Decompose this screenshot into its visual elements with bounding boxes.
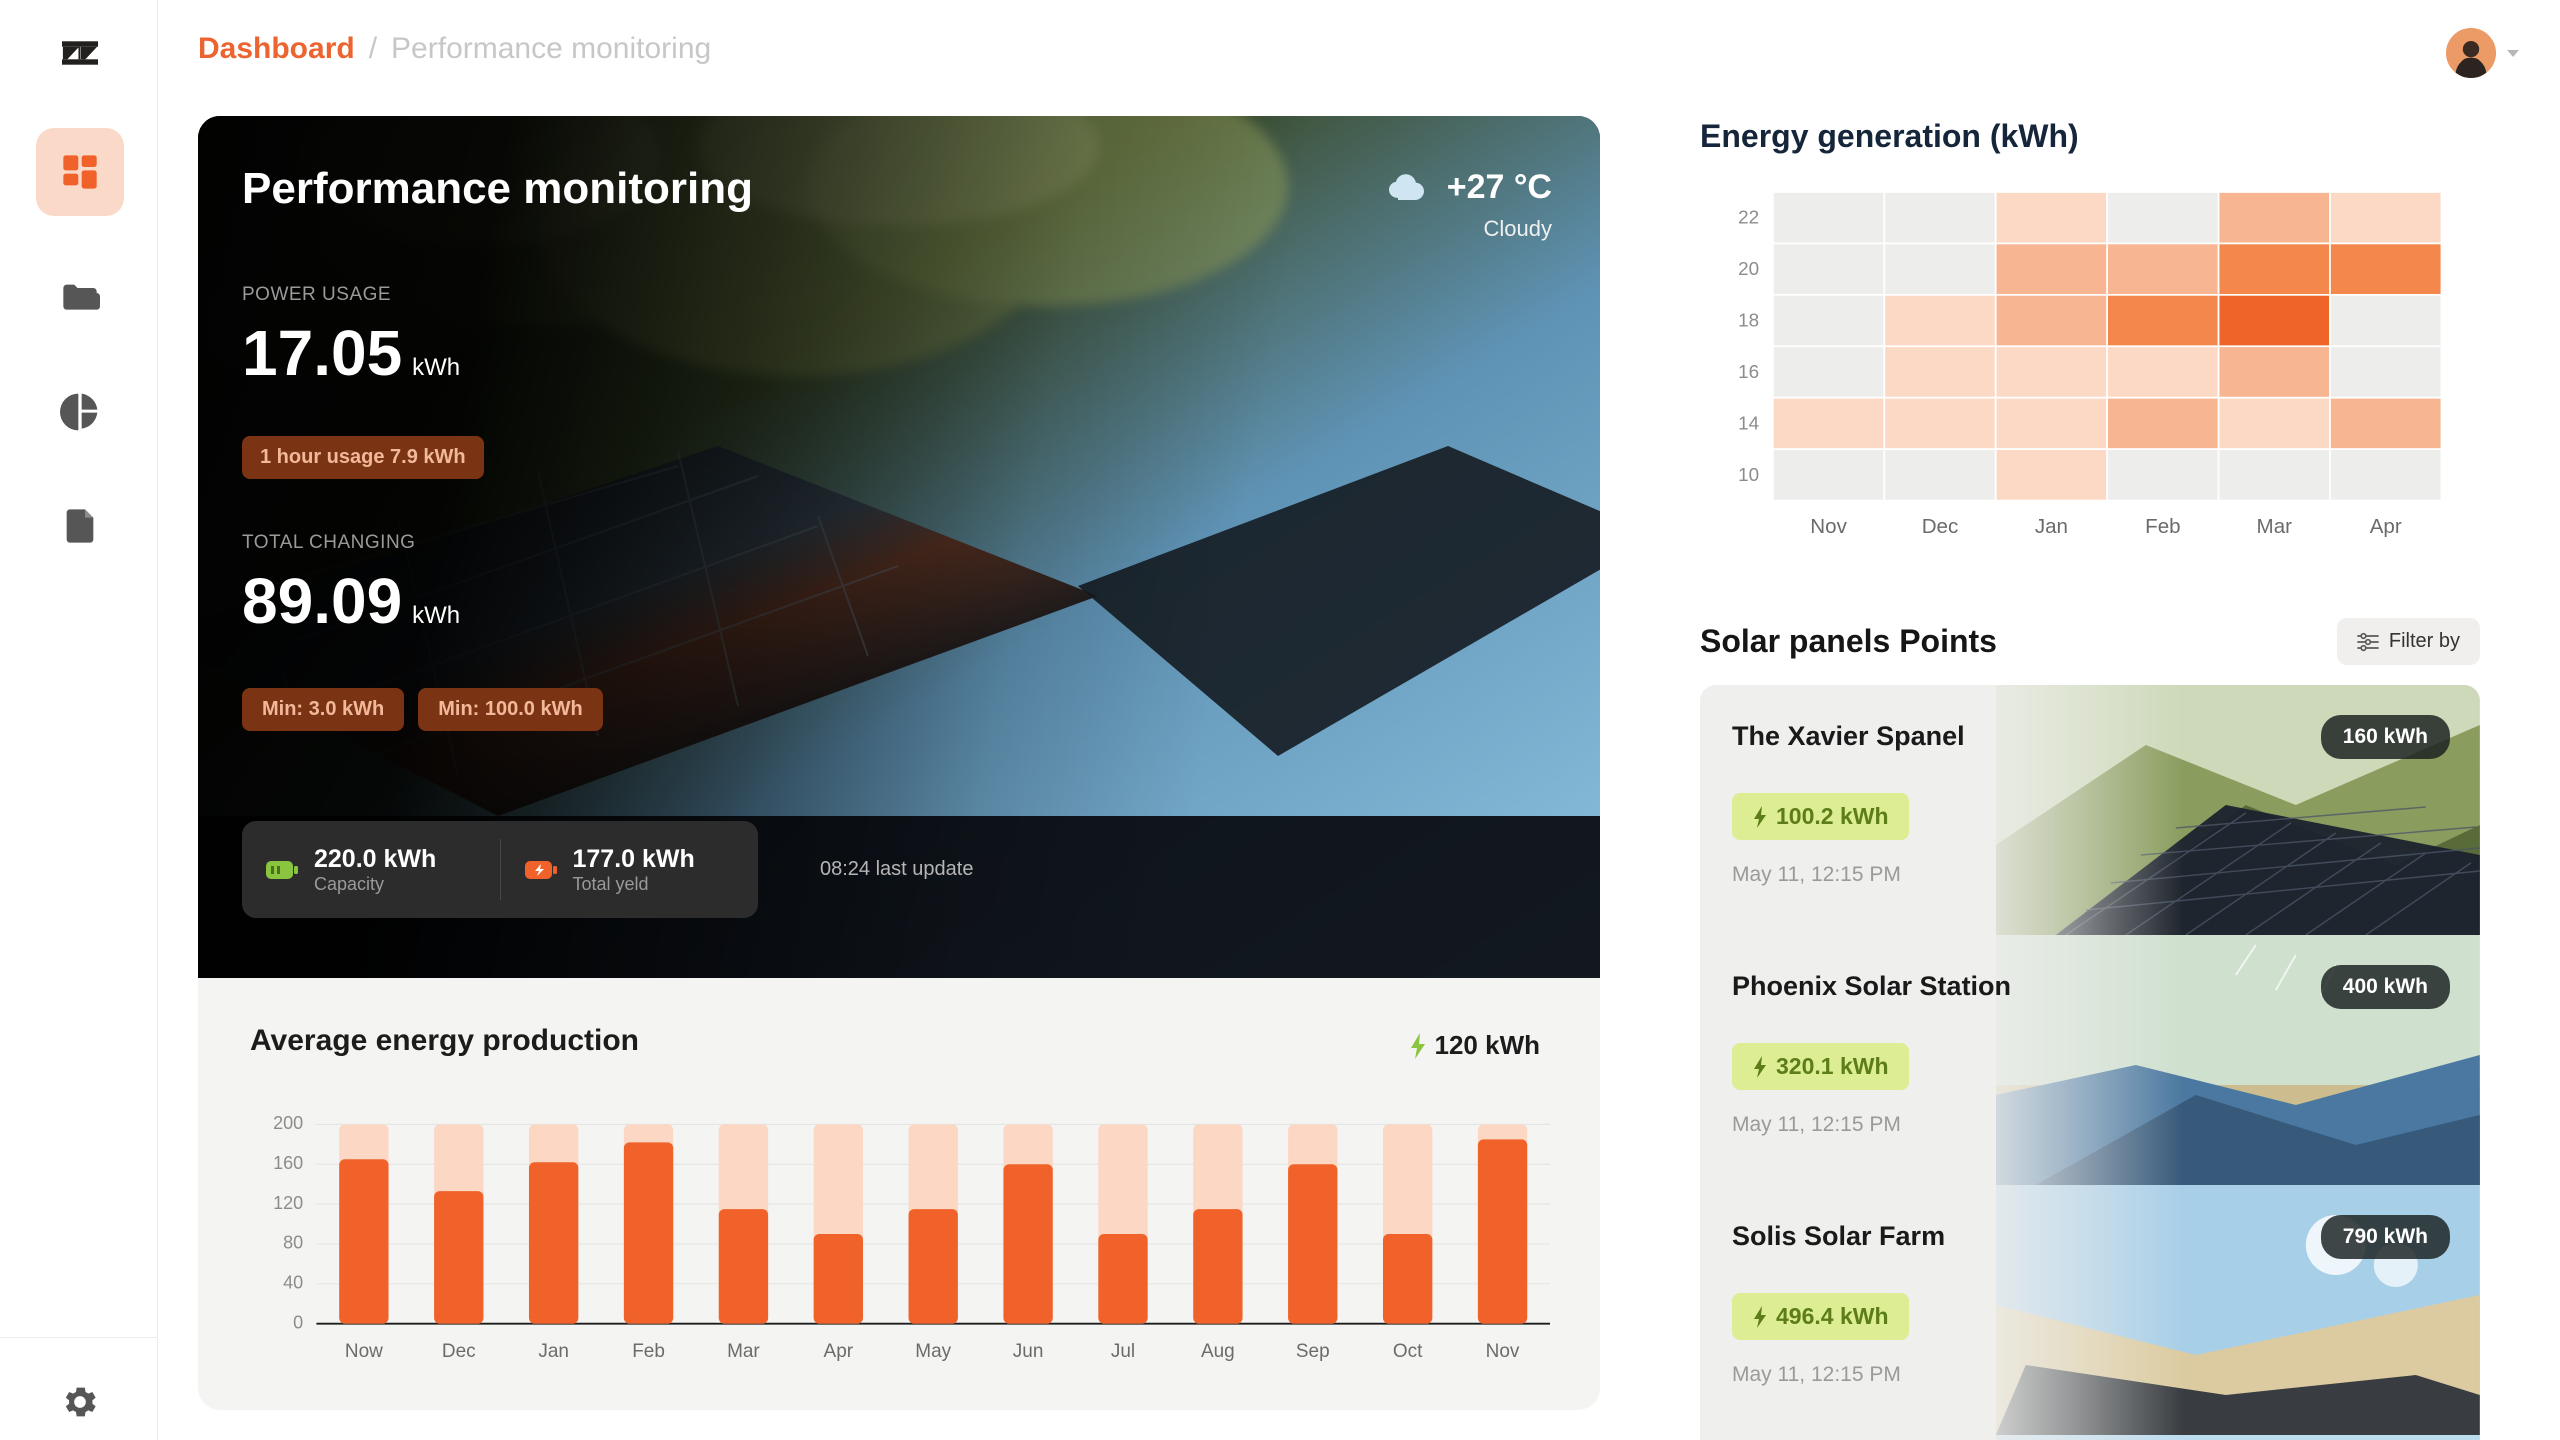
svg-text:Jun: Jun	[1013, 1341, 1044, 1362]
svg-text:May: May	[915, 1341, 951, 1362]
svg-text:Mar: Mar	[2257, 515, 2293, 538]
svg-text:18: 18	[1738, 310, 1759, 331]
svg-text:Apr: Apr	[824, 1341, 854, 1362]
svg-text:20: 20	[1738, 258, 1759, 279]
svg-text:Sep: Sep	[1296, 1341, 1330, 1362]
svg-text:80: 80	[283, 1233, 303, 1253]
svg-text:Apr: Apr	[2370, 515, 2402, 538]
svg-text:Oct: Oct	[1393, 1341, 1423, 1362]
svg-text:Feb: Feb	[632, 1341, 665, 1362]
svg-text:22: 22	[1738, 207, 1759, 228]
svg-text:40: 40	[283, 1273, 303, 1293]
svg-text:Jul: Jul	[1111, 1341, 1135, 1362]
svg-text:160: 160	[273, 1153, 303, 1173]
svg-text:Aug: Aug	[1201, 1341, 1235, 1362]
svg-text:Nov: Nov	[1486, 1341, 1520, 1362]
svg-text:0: 0	[293, 1312, 303, 1332]
svg-text:Jan: Jan	[538, 1341, 569, 1362]
svg-text:Jan: Jan	[2035, 515, 2068, 538]
svg-text:Now: Now	[345, 1341, 383, 1362]
svg-text:10: 10	[1738, 464, 1759, 485]
svg-text:Dec: Dec	[442, 1341, 476, 1362]
svg-text:Nov: Nov	[1810, 515, 1847, 538]
svg-text:14: 14	[1738, 412, 1759, 433]
svg-text:16: 16	[1738, 361, 1759, 382]
svg-text:120: 120	[273, 1193, 303, 1213]
svg-text:200: 200	[273, 1113, 303, 1133]
svg-text:Feb: Feb	[2145, 515, 2180, 538]
svg-text:Dec: Dec	[1922, 515, 1959, 538]
svg-text:Mar: Mar	[727, 1341, 760, 1362]
